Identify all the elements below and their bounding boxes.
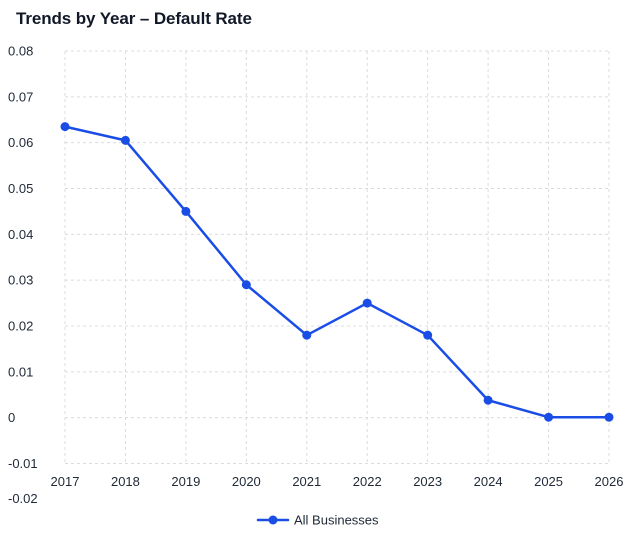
legend[interactable]: All Businesses: [256, 513, 379, 528]
y-tick-label: 0.05: [8, 181, 33, 196]
x-tick-label: 2020: [232, 474, 261, 489]
x-tick-label: 2025: [534, 474, 563, 489]
x-tick-label: 2023: [413, 474, 442, 489]
x-tick-label: 2019: [171, 474, 200, 489]
y-tick-label: 0.07: [8, 89, 33, 104]
x-tick-label: 2024: [474, 474, 503, 489]
data-point[interactable]: [544, 412, 554, 422]
y-tick-label: -0.01: [8, 456, 38, 471]
y-tick-label: 0.06: [8, 135, 33, 150]
y-tick-label: 0.04: [8, 227, 33, 242]
y-tick-label: 0.03: [8, 273, 33, 288]
data-point[interactable]: [423, 330, 433, 340]
x-tick-label: 2017: [51, 474, 80, 489]
data-point[interactable]: [483, 395, 493, 405]
legend-label[interactable]: All Businesses: [294, 513, 379, 528]
data-point[interactable]: [302, 330, 312, 340]
legend-swatch-marker: [268, 515, 278, 525]
series-all-businesses[interactable]: [60, 122, 614, 422]
grid-lines: [64, 50, 610, 464]
y-tick-label: 0.01: [8, 364, 33, 379]
chart-title: Trends by Year – Default Rate: [16, 9, 252, 28]
y-tick-label: 0.08: [8, 44, 33, 59]
y-axis-ticks: 0.08 0.07 0.06 0.05 0.04 0.03 0.02 0.01 0 -0.01 -0…: [8, 44, 38, 507]
data-point[interactable]: [181, 206, 191, 216]
x-tick-label: 2026: [595, 474, 624, 489]
data-point[interactable]: [120, 135, 130, 145]
x-tick-label: 2022: [353, 474, 382, 489]
x-axis-ticks: 2017 2018 2019 2020 2021 2022 2023 2024 2025 2026: [51, 474, 624, 489]
data-point[interactable]: [241, 280, 251, 290]
x-tick-label: 2018: [111, 474, 140, 489]
series-line[interactable]: [63, 125, 611, 419]
y-tick-label: -0.02: [8, 491, 38, 506]
y-tick-label: 0.02: [8, 319, 33, 334]
data-point[interactable]: [60, 122, 70, 132]
x-tick-label: 2021: [292, 474, 321, 489]
data-point[interactable]: [604, 412, 614, 422]
data-point[interactable]: [362, 298, 372, 308]
y-tick-label: 0: [8, 410, 15, 425]
